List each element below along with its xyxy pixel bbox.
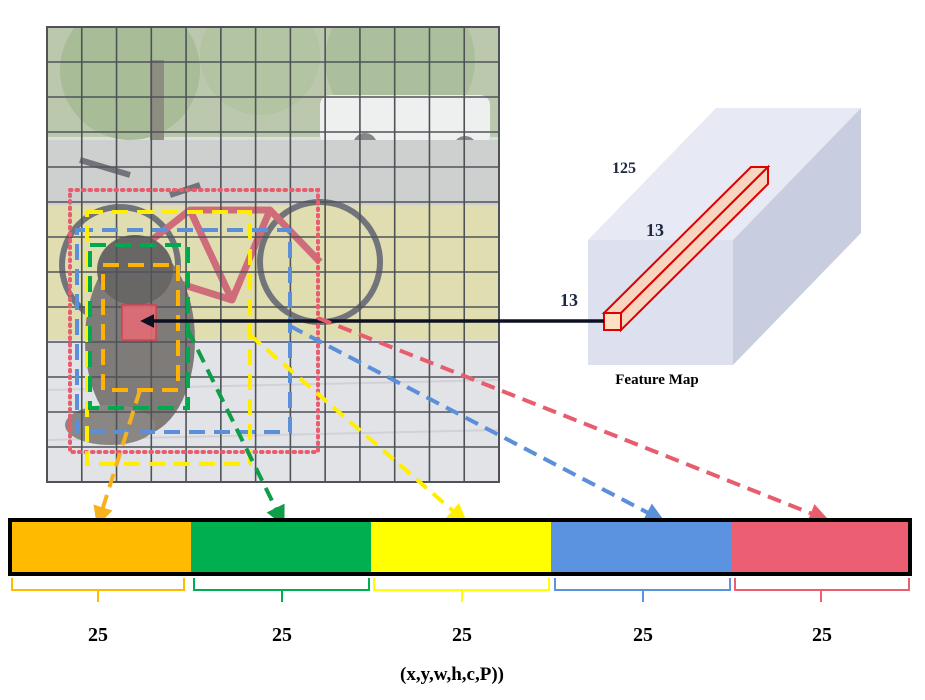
- segment-size-orange: 25: [88, 624, 108, 646]
- segment-yellow: [371, 522, 551, 572]
- segment-size-red: 25: [812, 624, 832, 646]
- image-border: [46, 26, 500, 483]
- vector-border: [8, 518, 912, 576]
- anchor-box-yellow: [85, 210, 252, 466]
- feature-map-cuboid: [588, 108, 861, 365]
- segment-braces: [11, 578, 910, 602]
- arrow-orange: [93, 389, 142, 527]
- column-front-face: [603, 312, 622, 331]
- prediction-arrows: [93, 316, 830, 527]
- cuboid-side-face: [733, 108, 861, 365]
- segment-size-yellow: 25: [452, 624, 472, 646]
- brace-blue: [554, 578, 731, 602]
- segment-size-blue: 25: [633, 624, 653, 646]
- vector-caption: (x,y,w,h,c,P)): [400, 664, 504, 685]
- height-label: 13: [646, 220, 664, 240]
- cuboid-top-face: [588, 108, 861, 240]
- segment-green: [191, 522, 371, 572]
- arrow-green: [186, 329, 285, 526]
- segment-blue: [551, 522, 731, 572]
- brace-green: [193, 578, 370, 602]
- brace-yellow: [373, 578, 550, 602]
- arrow-blue: [289, 324, 665, 522]
- feature-map-label: Feature Map: [615, 372, 698, 388]
- anchor-box-orange: [101, 263, 180, 392]
- segment-red: [731, 522, 910, 572]
- output-vector: [8, 518, 912, 576]
- arrow-red: [317, 316, 830, 523]
- width-label: 13: [560, 290, 578, 310]
- anchor-box-blue: [75, 228, 292, 434]
- grid-overlay: [47, 27, 499, 482]
- arrow-yellow: [248, 333, 468, 524]
- segment-size-green: 25: [272, 624, 292, 646]
- anchor-box-green: [88, 243, 190, 410]
- depth-label: 125: [612, 160, 636, 177]
- segment-orange: [12, 522, 191, 572]
- input-image: [47, 27, 499, 482]
- cuboid-front-face: [588, 240, 733, 365]
- brace-orange: [11, 578, 185, 602]
- brace-red: [734, 578, 910, 602]
